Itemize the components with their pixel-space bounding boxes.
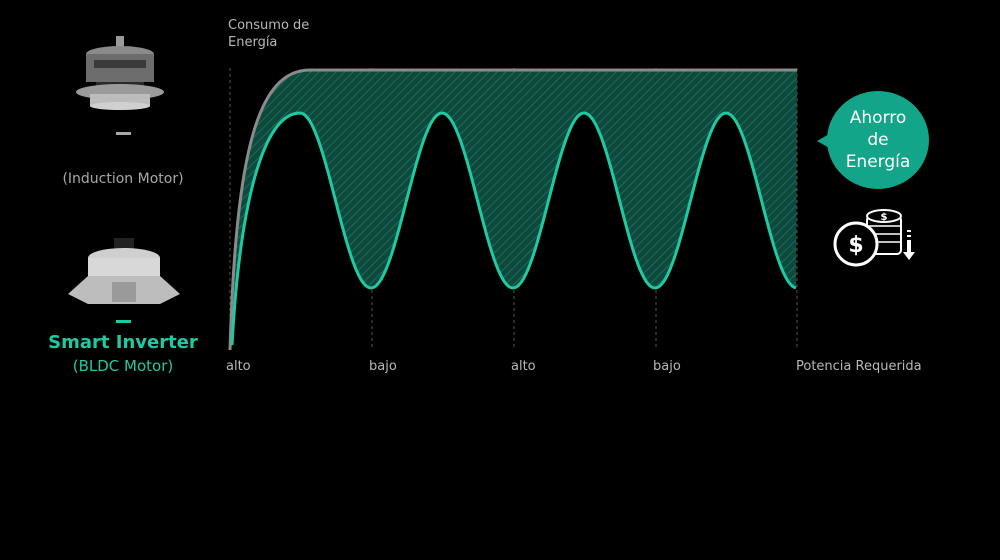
motor-divider xyxy=(116,320,131,323)
x-tick-label: alto xyxy=(226,359,251,374)
energy-savings-area xyxy=(230,70,797,350)
coins-dollar-down-icon: $ $ xyxy=(833,209,915,267)
x-tick-label: alto xyxy=(511,359,536,374)
energy-savings-bubble: Ahorro de Energía xyxy=(817,91,929,189)
inverter-motor-subtitle: (BLDC Motor) xyxy=(72,357,174,375)
motor-divider xyxy=(116,132,131,135)
svg-text:$: $ xyxy=(848,233,863,258)
conventional-motor-title: Motor Convencional xyxy=(38,146,208,166)
conventional-motor-curve xyxy=(228,68,797,351)
conventional-motor-subtitle: (Induction Motor) xyxy=(62,171,184,187)
induction-motor-image xyxy=(76,36,164,110)
x-tick-label: bajo xyxy=(369,359,397,374)
inverter-motor-title: Smart Inverter xyxy=(48,332,198,353)
bldc-motor-image xyxy=(68,238,180,304)
bubble-line: Ahorro xyxy=(849,108,907,128)
bubble-line: Energía xyxy=(845,152,911,172)
x-axis-label: Potencia Requerida xyxy=(796,359,922,374)
inverter-motor-curve xyxy=(230,111,797,346)
x-tick-label: bajo xyxy=(653,359,681,374)
svg-text:$: $ xyxy=(881,212,888,223)
y-axis-label: Consumo de Energía xyxy=(228,18,310,50)
bubble-line: de xyxy=(867,130,889,150)
